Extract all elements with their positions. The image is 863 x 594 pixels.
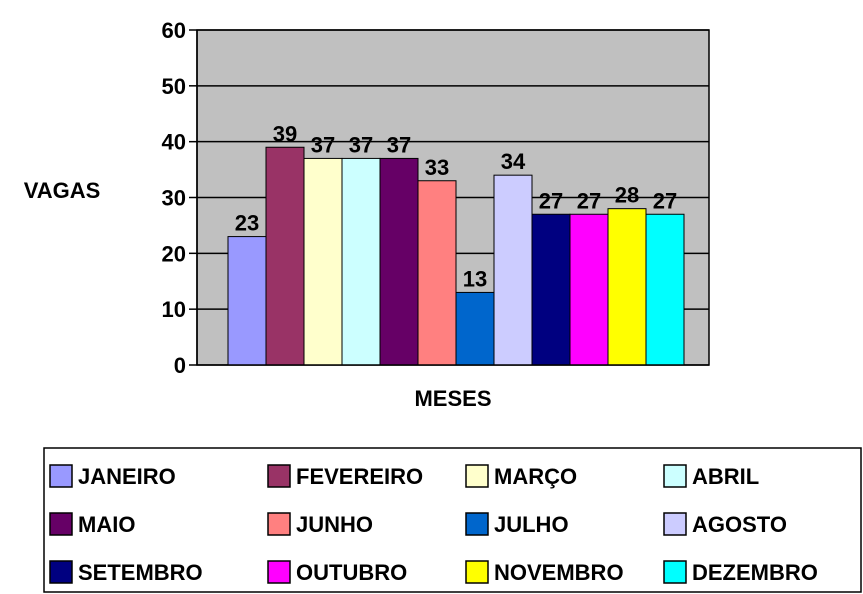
legend-swatch [267, 464, 291, 488]
legend: JANEIRO FEVEREIRO MARÇO ABRIL MAIO JUNHO JULHO… [49, 464, 818, 585]
bar-junho [417, 180, 457, 366]
legend-swatch [49, 560, 73, 584]
legend-label: DEZEMBRO [692, 560, 818, 585]
y-tick-label: 20 [162, 241, 186, 266]
data-label: 37 [349, 132, 373, 157]
legend-label: JANEIRO [78, 464, 176, 489]
bar-janeiro [227, 236, 267, 366]
data-label: 27 [539, 188, 563, 213]
legend-label: FEVEREIRO [296, 464, 423, 489]
legend-label: MARÇO [494, 464, 577, 489]
legend-swatch [663, 464, 687, 488]
y-tick-label: 30 [162, 186, 186, 211]
bar-dezembro [645, 213, 685, 366]
legend-label: NOVEMBRO [494, 560, 624, 585]
y-tick-label: 40 [162, 130, 186, 155]
legend-swatch [49, 464, 73, 488]
legend-label: OUTUBRO [296, 560, 407, 585]
y-tick-label: 10 [162, 297, 186, 322]
legend-swatch [267, 560, 291, 584]
legend-label: SETEMBRO [78, 560, 203, 585]
bar-maio [379, 157, 419, 366]
legend-swatch [465, 464, 489, 488]
data-label: 37 [311, 132, 335, 157]
data-labels: 23 39 37 37 37 33 13 34 27 27 28 27 [235, 121, 677, 291]
y-tick-label: 50 [162, 74, 186, 99]
bar-outubro [569, 213, 609, 366]
legend-swatch [465, 512, 489, 536]
legend-swatch [465, 560, 489, 584]
data-label: 28 [615, 183, 639, 208]
data-label: 39 [273, 121, 297, 146]
legend-swatch [663, 560, 687, 584]
bar-novembro [607, 208, 647, 366]
legend-box [43, 447, 862, 593]
y-tick-label: 0 [174, 353, 186, 378]
data-label: 33 [425, 155, 449, 180]
y-axis-title: VAGAS [24, 178, 101, 203]
bar-abril [341, 157, 381, 366]
legend-label: ABRIL [692, 464, 759, 489]
legend-label: JUNHO [296, 512, 373, 537]
data-label: 23 [235, 211, 259, 236]
bar-março [303, 157, 343, 366]
y-axis-ticks: 0 10 20 30 40 50 60 [162, 18, 197, 378]
bar-agosto [493, 174, 533, 366]
legend-swatch [663, 512, 687, 536]
bar-julho [455, 291, 495, 366]
data-label: 13 [463, 266, 487, 291]
legend-swatch [49, 512, 73, 536]
data-label: 27 [577, 188, 601, 213]
data-label: 27 [653, 188, 677, 213]
legend-swatch [267, 512, 291, 536]
x-axis-title: MESES [414, 386, 491, 411]
bar-setembro [531, 213, 571, 366]
bar-fevereiro [265, 146, 305, 366]
legend-label: AGOSTO [692, 512, 787, 537]
bars [227, 146, 685, 366]
data-label: 34 [501, 149, 526, 174]
data-label: 37 [387, 132, 411, 157]
legend-label: MAIO [78, 512, 135, 537]
y-tick-label: 60 [162, 18, 186, 43]
legend-label: JULHO [494, 512, 569, 537]
